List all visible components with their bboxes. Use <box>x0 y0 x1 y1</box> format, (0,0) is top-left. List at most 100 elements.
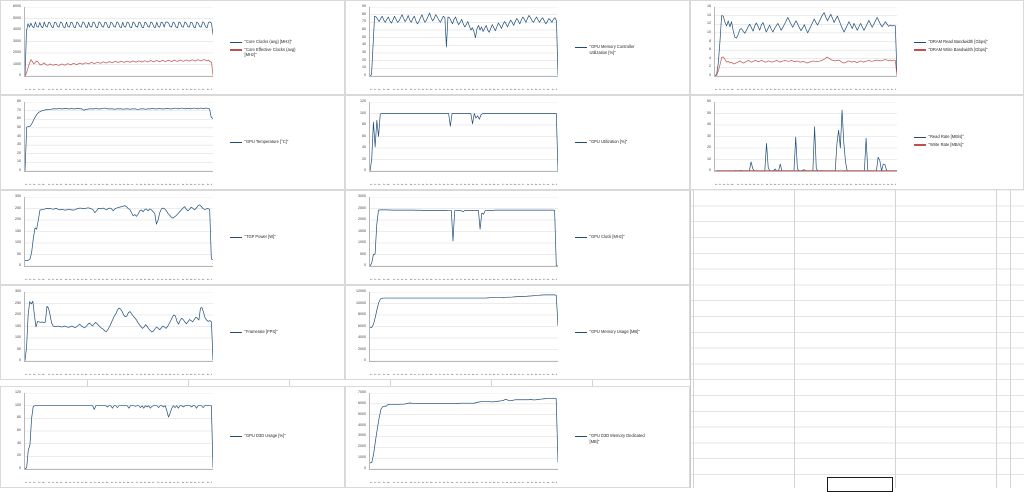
chart-gpu-temperature[interactable]: 0 10 20 30 40 50 60 70 80 02468101214161820222426… <box>0 95 345 190</box>
x-axis-labels: 0246810121416182022242628303234363840424… <box>369 469 557 483</box>
y-axis-tick: 20 <box>362 156 366 161</box>
legend-label: "GPU Utilization [%]" <box>589 139 628 144</box>
y-axis-tick: 40 <box>362 42 366 47</box>
chart-gpu-d3d-mem-dedicated[interactable]: 0 1000 2000 3000 4000 5000 6000 7000 02468101214… <box>345 386 690 488</box>
y-axis-tick: 60 <box>362 133 366 138</box>
chart-legend: "GPU Memory Usage [MB]" <box>575 329 640 337</box>
y-axis-tick: 150 <box>15 228 21 233</box>
y-axis-tick: 500 <box>360 251 366 256</box>
chart-legend: "Read Rate [MB/s]" "Write Rate [MB/s]" <box>914 134 964 149</box>
x-axis-tick: 88 <box>554 481 557 483</box>
x-axis-tick: 88 <box>209 481 212 483</box>
y-axis-tick: 8000 <box>358 312 366 317</box>
x-axis-tick: 8 <box>385 480 391 483</box>
y-axis-tick: 5000 <box>358 411 366 416</box>
y-axis-tick: 10 <box>17 159 21 164</box>
chart-dram-bandwidth[interactable]: 0 2 4 6 8 10 12 14 16 024681012141618202224262830… <box>690 0 1024 95</box>
legend-color-swatch <box>914 49 926 51</box>
legend-label: "Write Rate [MB/s]" <box>928 141 964 147</box>
y-axis-tick: 12 <box>707 21 711 26</box>
legend-item: "GPU Memory Controller Utilization [%]" <box>575 44 652 55</box>
x-axis-tick: 8 <box>40 480 46 483</box>
chart-gpu-clock[interactable]: 0 500 1000 1500 2000 2500 3000 0246810121416182… <box>345 190 690 285</box>
legend-item: "GPU Memory Usage [MB]" <box>575 329 640 335</box>
x-axis-labels: 0246810121416182022242628303234363840424… <box>24 361 212 375</box>
y-axis-tick: 14 <box>707 12 711 17</box>
y-axis-tick: 2000 <box>13 50 21 55</box>
selected-cell[interactable] <box>827 477 893 492</box>
legend-label: "Framerate [FPS]" <box>244 329 278 334</box>
chart-gpu-memory-usage[interactable]: 0 2000 4000 6000 8000 10000 12000 0246810121416… <box>345 285 690 380</box>
legend-color-swatch <box>575 236 587 239</box>
y-axis-tick: 30 <box>707 133 711 138</box>
chart-legend: "GPU Temperature [°C]" <box>230 139 288 147</box>
plot-area <box>24 102 213 172</box>
legend-item: "GPU D3D Usage [%]" <box>230 433 286 439</box>
y-axis-tick: 10000 <box>356 300 366 305</box>
y-axis-tick: 90 <box>362 4 366 9</box>
y-axis-tick: 50 <box>17 251 21 256</box>
chart-legend: "GPU D3D Usage [%]" <box>230 433 286 441</box>
legend-item: "GPU Temperature [°C]" <box>230 139 288 145</box>
x-axis-tick: 88 <box>554 373 557 375</box>
y-axis-tick: 70 <box>17 107 21 112</box>
chart-legend: "Core Clocks (avg) [MHz]" "Core Effective… <box>230 39 307 60</box>
legend-color-swatch <box>914 144 926 146</box>
y-axis-tick: 300 <box>15 194 21 199</box>
chart-gpu-utilization[interactable]: 0 20 40 60 80 100 120 0246810121416182022242628… <box>345 95 690 190</box>
legend-label: "DRAM Write Bandwidth [Gbps]" <box>928 46 988 52</box>
y-axis-tick: 0 <box>364 466 366 471</box>
legend-label: "Read Rate [MB/s]" <box>928 134 964 139</box>
x-axis-labels: 0246810121416182022242628303234363840424… <box>714 171 896 185</box>
chart-tgp-power[interactable]: 0 50 100 150 200 250 300 0246810121416182022242… <box>0 190 345 285</box>
y-axis-tick: 40 <box>707 122 711 127</box>
y-axis-tick: 100 <box>15 402 21 407</box>
y-axis-tick: 200 <box>15 312 21 317</box>
y-axis-tick: 80 <box>17 415 21 420</box>
chart-disk-read-write-rate[interactable]: 0 10 20 30 40 50 60 024681012141618202224262830… <box>690 95 1024 190</box>
legend-color-swatch <box>914 136 926 139</box>
y-axis-tick: 2000 <box>358 444 366 449</box>
x-axis-tick: 88 <box>209 373 212 375</box>
y-axis: 0 2000 4000 6000 8000 10000 12000 <box>346 290 368 362</box>
y-axis-tick: 0 <box>19 73 21 78</box>
x-axis-tick: 8 <box>40 277 46 280</box>
chart-gpu-mem-controller-util[interactable]: 0 10 20 30 40 50 60 70 80 90 024681012141618202224… <box>345 0 690 95</box>
legend-item: "GPU D3D Memory Dedicated [MB]" <box>575 433 652 444</box>
chart-legend: "GPU Memory Controller Utilization [%]" <box>575 44 652 57</box>
legend-item: "Write Rate [MB/s]" <box>914 142 964 148</box>
y-axis: 0 500 1000 1500 2000 2500 3000 <box>346 194 368 267</box>
y-axis: 0 20 40 60 80 100 120 <box>346 100 368 172</box>
x-axis-labels: 0246810121416182022242628303234363840424… <box>369 76 557 90</box>
legend-label: "DRAM Read Bandwidth [Gbps]" <box>928 39 988 44</box>
y-axis-tick: 4000 <box>358 335 366 340</box>
y-axis-tick: 80 <box>362 11 366 16</box>
x-axis-tick: 88 <box>209 183 212 185</box>
y-axis-tick: 4000 <box>358 422 366 427</box>
plot-area <box>369 197 558 267</box>
y-axis: 0 10 20 30 40 50 60 70 80 90 <box>346 4 368 77</box>
y-axis-tick: 200 <box>15 217 21 222</box>
y-axis-tick: 120 <box>15 390 21 395</box>
y-axis-tick: 1000 <box>358 455 366 460</box>
y-axis-tick: 1500 <box>358 228 366 233</box>
legend-item: "DRAM Read Bandwidth [Gbps]" <box>914 39 988 45</box>
y-axis-tick: 60 <box>17 428 21 433</box>
legend-color-swatch <box>914 41 926 44</box>
chart-core-clocks[interactable]: 0 1000 2000 3000 4000 5000 6000 024681012141618… <box>0 0 345 95</box>
chart-gpu-d3d-usage[interactable]: 0 20 40 60 80 100 120 0246810121416182022242628… <box>0 386 345 488</box>
y-axis-tick: 8 <box>709 38 711 43</box>
y-axis-tick: 80 <box>17 99 21 104</box>
y-axis-tick: 30 <box>362 50 366 55</box>
y-axis-tick: 3000 <box>358 194 366 199</box>
legend-item: "DRAM Write Bandwidth [Gbps]" <box>914 47 988 53</box>
legend-label: "GPU Clock [MHz]" <box>589 234 625 239</box>
legend-label: "GPU Memory Controller Utilization [%]" <box>589 44 635 55</box>
y-axis: 0 10 20 30 40 50 60 <box>691 100 713 172</box>
x-axis-tick: 88 <box>554 183 557 185</box>
x-axis-tick: 8 <box>385 182 391 185</box>
legend-label: "TGP Power [W]" <box>244 234 276 239</box>
chart-framerate[interactable]: 0 50 100 150 200 250 300 0246810121416182022242… <box>0 285 345 380</box>
plot-area <box>369 102 558 172</box>
